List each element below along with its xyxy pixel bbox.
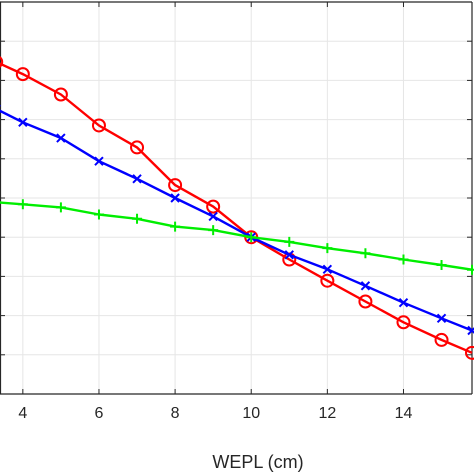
data-point-x — [56, 133, 66, 143]
data-point-circle — [206, 199, 221, 214]
data-point-plus — [284, 236, 295, 247]
data-point-plus — [360, 248, 371, 259]
x-tick-label: 6 — [95, 405, 104, 422]
series-0 — [0, 56, 474, 360]
data-point-plus — [55, 202, 66, 213]
data-point-plus — [246, 232, 257, 243]
data-point-x — [398, 297, 409, 308]
data-point-circle — [168, 178, 183, 193]
series-line — [0, 201, 473, 271]
data-point-x — [208, 211, 218, 222]
data-point-x — [132, 174, 142, 184]
x-tick-label: 14 — [395, 405, 413, 422]
data-point-x — [170, 193, 180, 203]
data-point-x — [94, 156, 104, 166]
data-point-circle — [130, 140, 145, 155]
data-point-plus — [208, 225, 219, 236]
data-point-circle — [91, 118, 106, 133]
data-point-x — [322, 264, 333, 275]
tick-labels: 4 6 8 10 12 14 — [18, 405, 412, 422]
grid — [0, 1, 472, 395]
data-point-plus — [467, 264, 474, 275]
data-point-circle — [0, 56, 4, 68]
data-point-circle — [396, 315, 411, 330]
data-point-plus — [17, 199, 28, 210]
x-tick-label: 10 — [242, 405, 260, 422]
x-axis-title: WEPL (cm) — [212, 452, 303, 472]
axes — [0, 1, 473, 395]
data-point-circle — [465, 345, 474, 360]
data-point-x — [360, 281, 371, 291]
data-point-plus — [132, 213, 143, 224]
data-point-plus — [93, 209, 104, 220]
data-point-x — [284, 250, 294, 260]
data-point-plus — [436, 260, 447, 271]
series-line — [0, 109, 473, 332]
data-point-plus — [322, 243, 333, 254]
x-tick-label: 12 — [318, 405, 336, 422]
data-point-circle — [358, 294, 373, 309]
series-1 — [0, 104, 474, 336]
series-line — [0, 62, 473, 354]
data-point-circle — [53, 87, 68, 102]
data-point-circle — [320, 273, 335, 288]
data-point-plus — [398, 254, 409, 265]
x-tick-label: 4 — [18, 405, 27, 422]
series-2 — [0, 199, 474, 275]
data-point-plus — [170, 221, 181, 232]
data-point-x — [18, 117, 28, 128]
series-group — [0, 56, 474, 360]
data-point-x — [436, 313, 447, 324]
data-point-x — [467, 325, 474, 336]
data-point-circle — [434, 332, 449, 347]
x-tick-label: 8 — [171, 405, 180, 422]
data-point-circle — [15, 67, 30, 82]
